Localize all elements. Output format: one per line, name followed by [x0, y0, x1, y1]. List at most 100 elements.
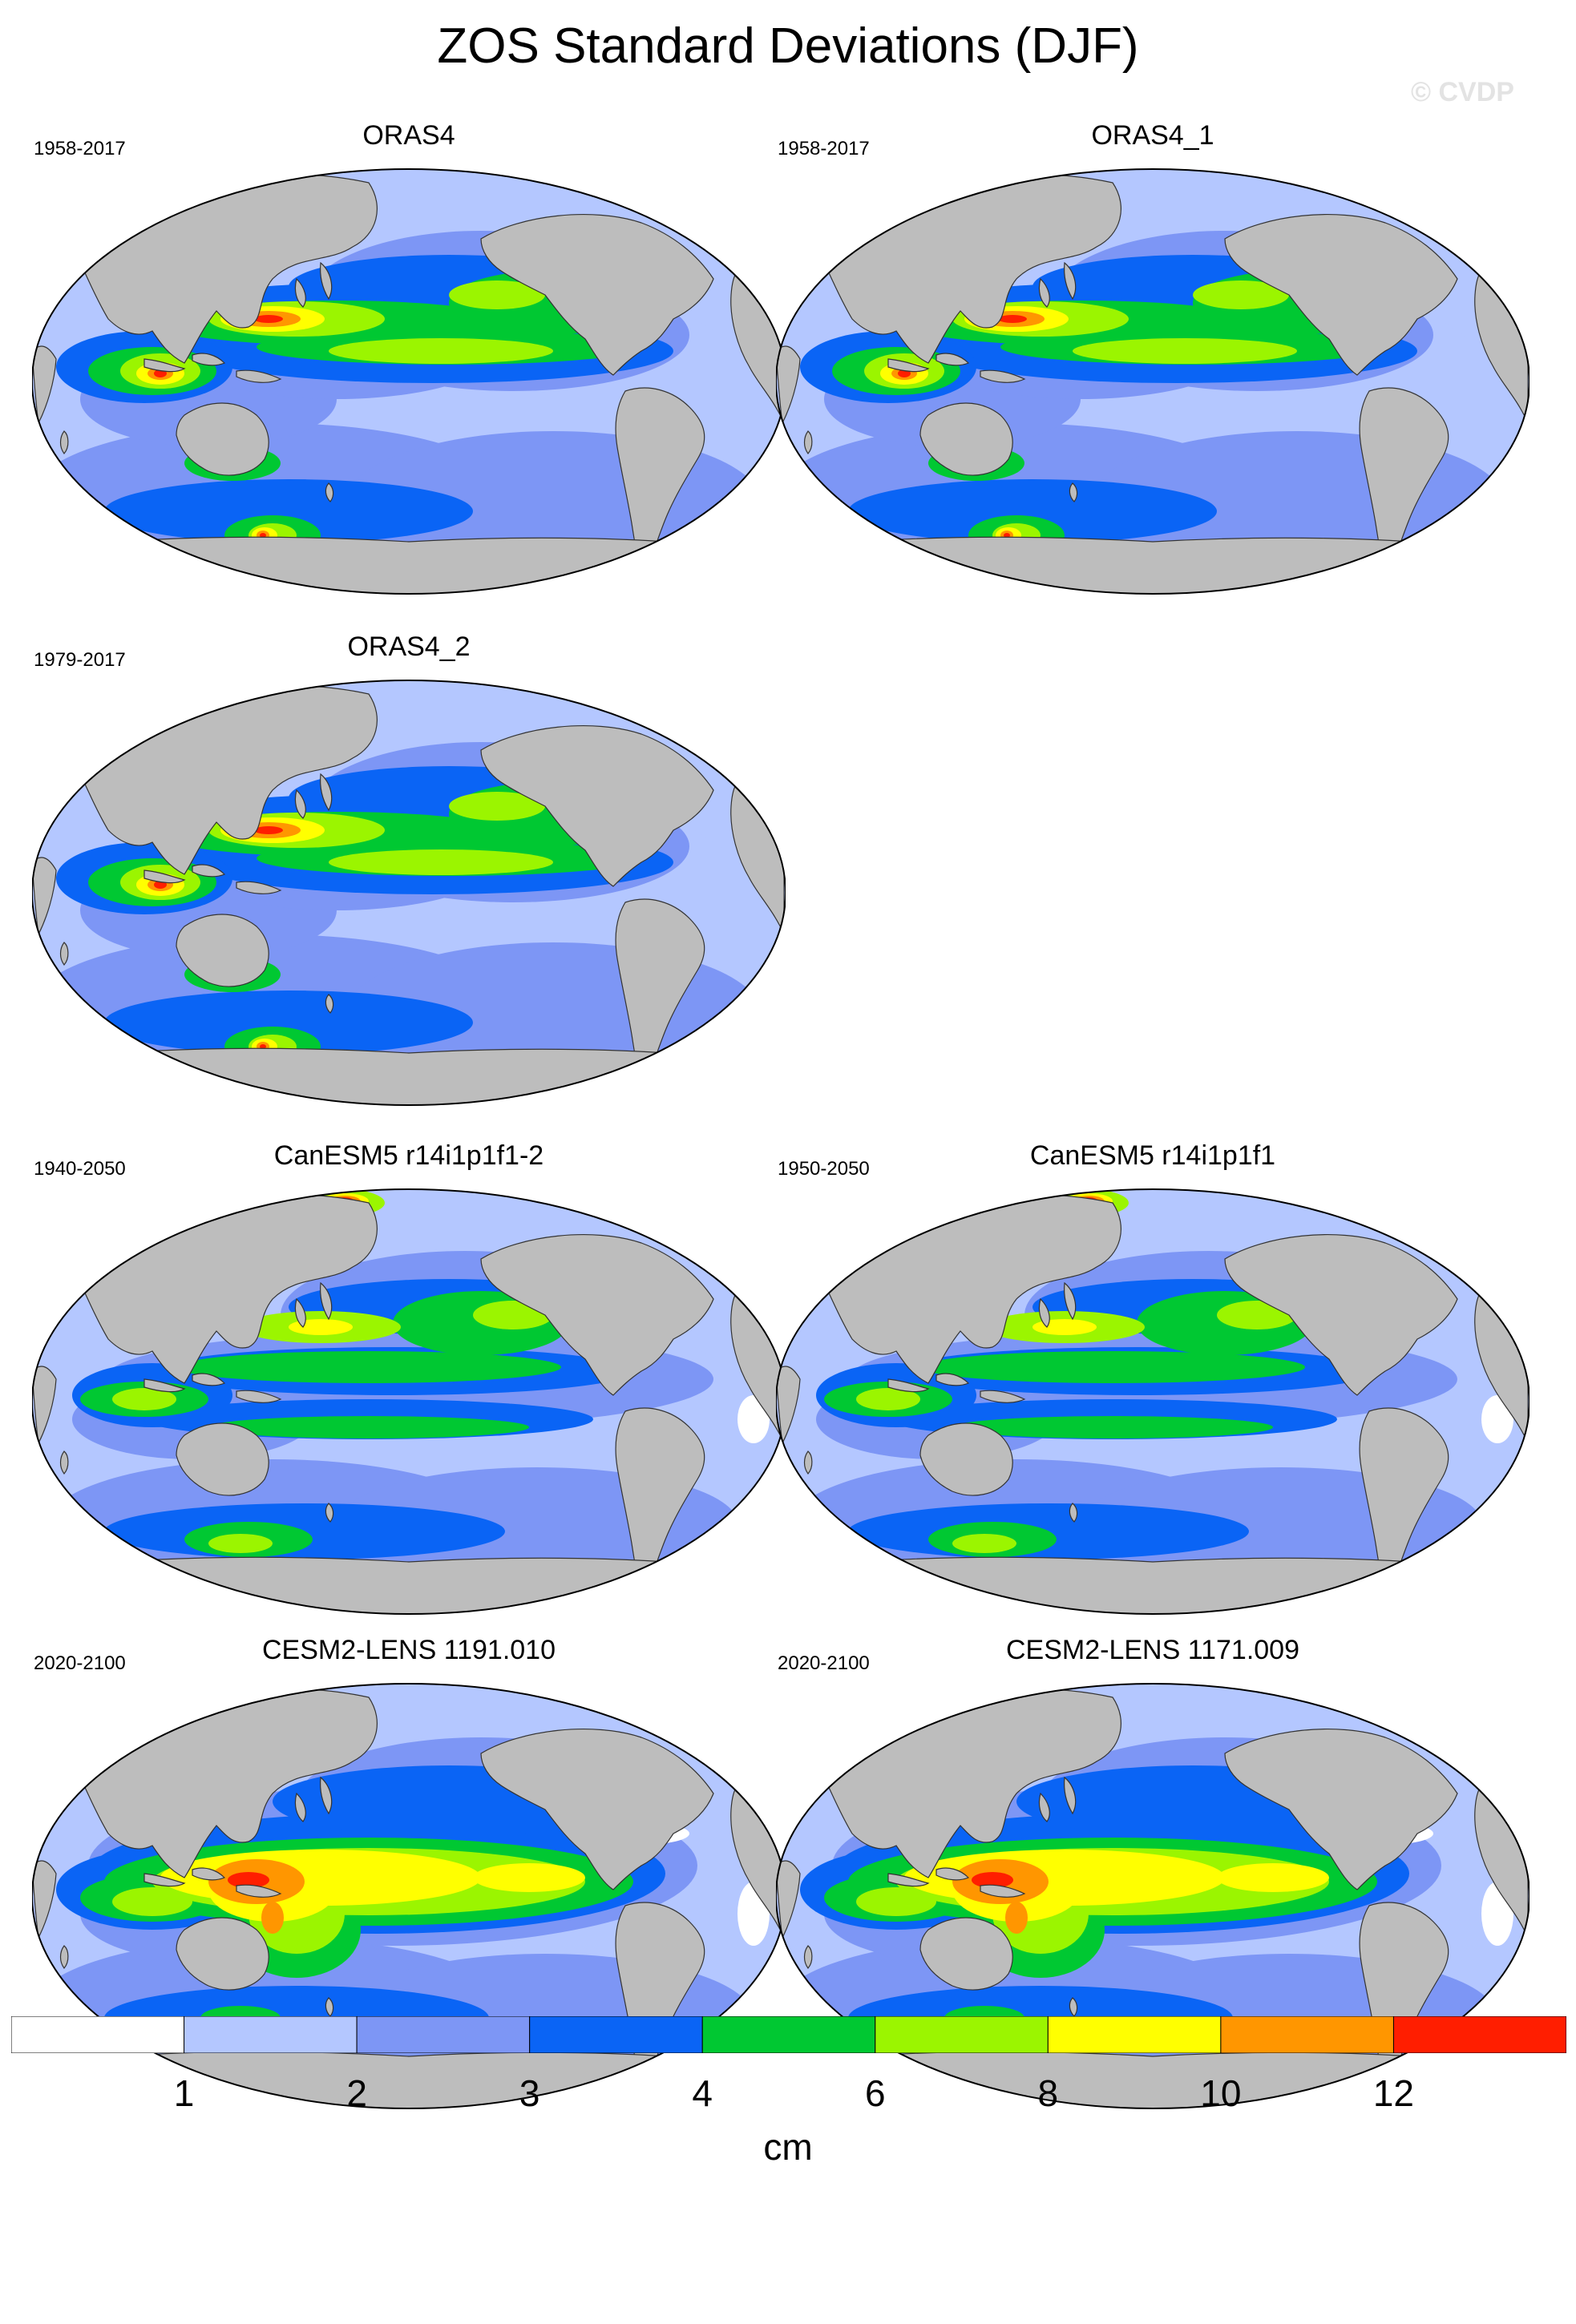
variance-patch — [998, 315, 1027, 323]
land-newZealand — [1069, 1503, 1078, 1523]
land-antarctica — [839, 536, 1475, 594]
variance-patch — [639, 1211, 668, 1227]
land-indonesia2 — [192, 1867, 226, 1881]
panel-title: CanESM5 r14i1p1f1 — [1029, 1140, 1276, 1171]
panel-title: CESM2-LENS 1191.010 — [261, 1635, 556, 1665]
colorbar-box — [1392, 2016, 1566, 2053]
colorbar-label: 2 — [346, 2072, 367, 2114]
land-australia — [176, 1422, 269, 1496]
panel-title: ORAS4_2 — [347, 631, 471, 662]
land-australia — [176, 1917, 269, 1991]
land-korea — [294, 789, 306, 819]
land-madagascar — [59, 430, 69, 454]
colorbar-box — [529, 2016, 703, 2053]
land-greenland — [641, 683, 722, 736]
land-indonesia1 — [143, 358, 186, 373]
world-map — [776, 1683, 1530, 2109]
land-indonesia1 — [887, 358, 930, 373]
land-japan — [1064, 1281, 1077, 1321]
colorbar-label: 6 — [864, 2072, 886, 2114]
map-border — [32, 1188, 786, 1615]
land-nAmerica — [1224, 1234, 1458, 1396]
world-map — [776, 168, 1530, 595]
colorbar-box — [701, 2016, 876, 2053]
panel-period: 1940-2050 — [34, 1158, 126, 1180]
land-newGuinea — [980, 369, 1026, 383]
panel-period: 1979-2017 — [34, 649, 126, 671]
colorbar-box — [1220, 2016, 1394, 2053]
land-indonesia1 — [143, 1378, 186, 1393]
colorbar-label: 10 — [1200, 2072, 1242, 2114]
variance-patch — [1217, 1863, 1329, 1892]
map-panel-cesm2-1171: CESM2-LENS 1171.009 2020-2100 — [776, 1635, 1530, 2132]
variance-patch — [112, 1388, 176, 1410]
land-greenland — [641, 1686, 722, 1739]
world-map — [32, 1188, 786, 1615]
variance-patch — [1193, 280, 1289, 309]
land-greenland — [1384, 1192, 1466, 1245]
colorbar-box — [875, 2016, 1049, 2053]
land-japan — [320, 1281, 333, 1321]
land-africaWest — [32, 345, 57, 426]
variance-patch — [645, 1214, 661, 1224]
land-indonesia1 — [887, 1873, 930, 1887]
land-korea — [294, 277, 306, 308]
variance-patch — [1005, 1902, 1028, 1934]
land-indonesia2 — [192, 1373, 226, 1386]
land-newGuinea — [236, 1884, 282, 1898]
land-greenland — [1384, 1686, 1466, 1739]
land-newZealand — [325, 1503, 334, 1523]
ocean-field — [776, 1189, 1530, 1614]
land-nAmerica — [480, 725, 714, 887]
variance-patch — [112, 1887, 192, 1916]
land-indonesia2 — [935, 353, 970, 366]
colorbar-label: 4 — [692, 2072, 713, 2114]
land-indonesia1 — [143, 869, 186, 884]
land-japan — [320, 773, 333, 812]
variance-patch — [449, 280, 545, 309]
variance-patch — [856, 1388, 920, 1410]
map-panel-cesm2-1191: CESM2-LENS 1191.010 2020-2100 — [32, 1635, 786, 2132]
variance-patch — [329, 849, 553, 875]
variance-patch — [104, 991, 473, 1055]
variance-patch — [329, 338, 553, 364]
variance-patch — [952, 1534, 1016, 1553]
land-newGuinea — [236, 1390, 282, 1403]
map-panel-oras4-2: ORAS4_2 1979-2017 — [32, 631, 786, 1128]
map-panel-oras4-1: ORAS4_1 1958-2017 — [776, 120, 1530, 617]
ocean-field — [32, 1189, 786, 1614]
map-border — [32, 168, 786, 595]
land-nAmerica — [480, 1234, 714, 1396]
variance-patch — [972, 1872, 1013, 1888]
variance-patch — [625, 189, 657, 208]
land-antarctica — [839, 1556, 1475, 1614]
watermark: © CVDP — [1411, 77, 1514, 107]
variance-patch — [176, 1351, 561, 1383]
variance-patch — [952, 1416, 1273, 1438]
ocean-field — [776, 169, 1530, 594]
map-border — [776, 1188, 1530, 1615]
variance-patch — [260, 1044, 266, 1049]
variance-patch — [1004, 533, 1010, 538]
variance-patch — [625, 700, 657, 720]
land-madagascar — [59, 1945, 69, 1969]
panel-period: 2020-2100 — [778, 1652, 870, 1674]
land-korea — [1038, 1792, 1050, 1822]
land-korea — [1038, 1297, 1050, 1328]
land-japan — [320, 1776, 333, 1815]
land-greenland — [641, 1192, 722, 1245]
land-greenland — [641, 171, 722, 224]
ocean-field — [32, 169, 786, 594]
ocean-field — [32, 680, 786, 1105]
world-map — [776, 1188, 1530, 1615]
land-indonesia2 — [192, 864, 226, 878]
land-newZealand — [325, 994, 334, 1014]
land-japan — [1064, 1776, 1077, 1815]
land-newGuinea — [980, 1390, 1026, 1403]
map-border — [32, 1683, 786, 2109]
colorbar-label: 12 — [1372, 2072, 1415, 2114]
colorbar-box — [356, 2016, 531, 2053]
panel-title: ORAS4 — [362, 120, 455, 151]
land-antarctica — [95, 1556, 731, 1614]
variance-patch — [208, 1534, 273, 1553]
